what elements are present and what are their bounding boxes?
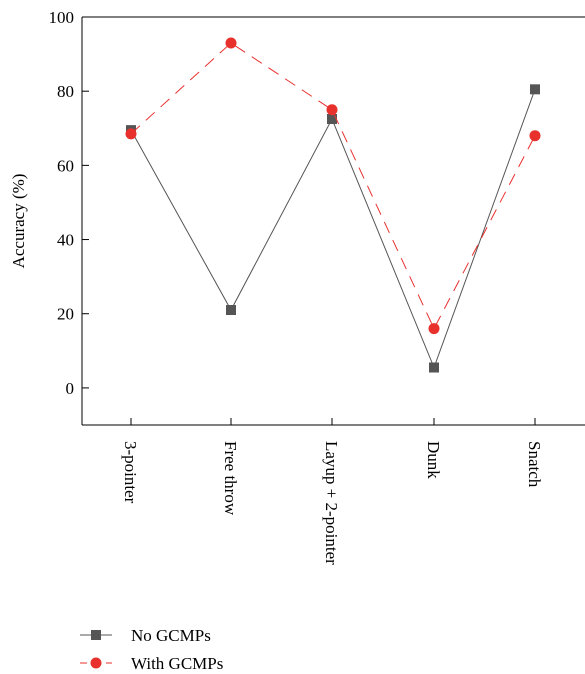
legend-item: With GCMPs (80, 654, 223, 673)
series-1 (126, 84, 540, 373)
legend-marker (91, 630, 101, 640)
legend-item: No GCMPs (80, 626, 211, 645)
data-point (327, 114, 337, 124)
x-ticks: 3-pointer Free throw Layup + 2-pointer Dunk… (121, 418, 544, 565)
x-tick-label: Snatch (525, 441, 544, 488)
data-point (326, 104, 338, 116)
legend-label: With GCMPs (131, 654, 223, 673)
data-point (225, 37, 237, 49)
data-point (429, 362, 439, 373)
legend-marker (90, 657, 102, 669)
x-tick-label: Layup + 2-pointer (322, 441, 341, 565)
data-point (226, 305, 236, 316)
data-point (428, 323, 440, 335)
legend: No GCMPs With GCMPs (80, 626, 223, 673)
x-tick-label: Dunk (424, 441, 443, 479)
series-layer (125, 37, 541, 373)
y-tick-label: 20 (57, 305, 74, 324)
data-point (529, 130, 541, 142)
axes (81, 16, 585, 426)
y-tick-label: 80 (57, 82, 74, 101)
series-2 (125, 37, 541, 335)
series-line (130, 42, 536, 330)
x-tick-label: 3-pointer (121, 441, 140, 504)
data-point (530, 84, 540, 95)
y-tick-label: 60 (57, 156, 74, 175)
y-tick-label: 100 (49, 8, 75, 27)
y-ticks: 0 20 40 60 80 100 (49, 8, 89, 398)
y-axis-title: Accuracy (%) (9, 174, 28, 269)
y-tick-label: 0 (66, 379, 75, 398)
legend-label: No GCMPs (131, 626, 211, 645)
data-point (125, 128, 137, 140)
x-tick-label: Free throw (221, 441, 240, 516)
y-tick-label: 40 (57, 231, 74, 250)
series-line (130, 89, 536, 369)
